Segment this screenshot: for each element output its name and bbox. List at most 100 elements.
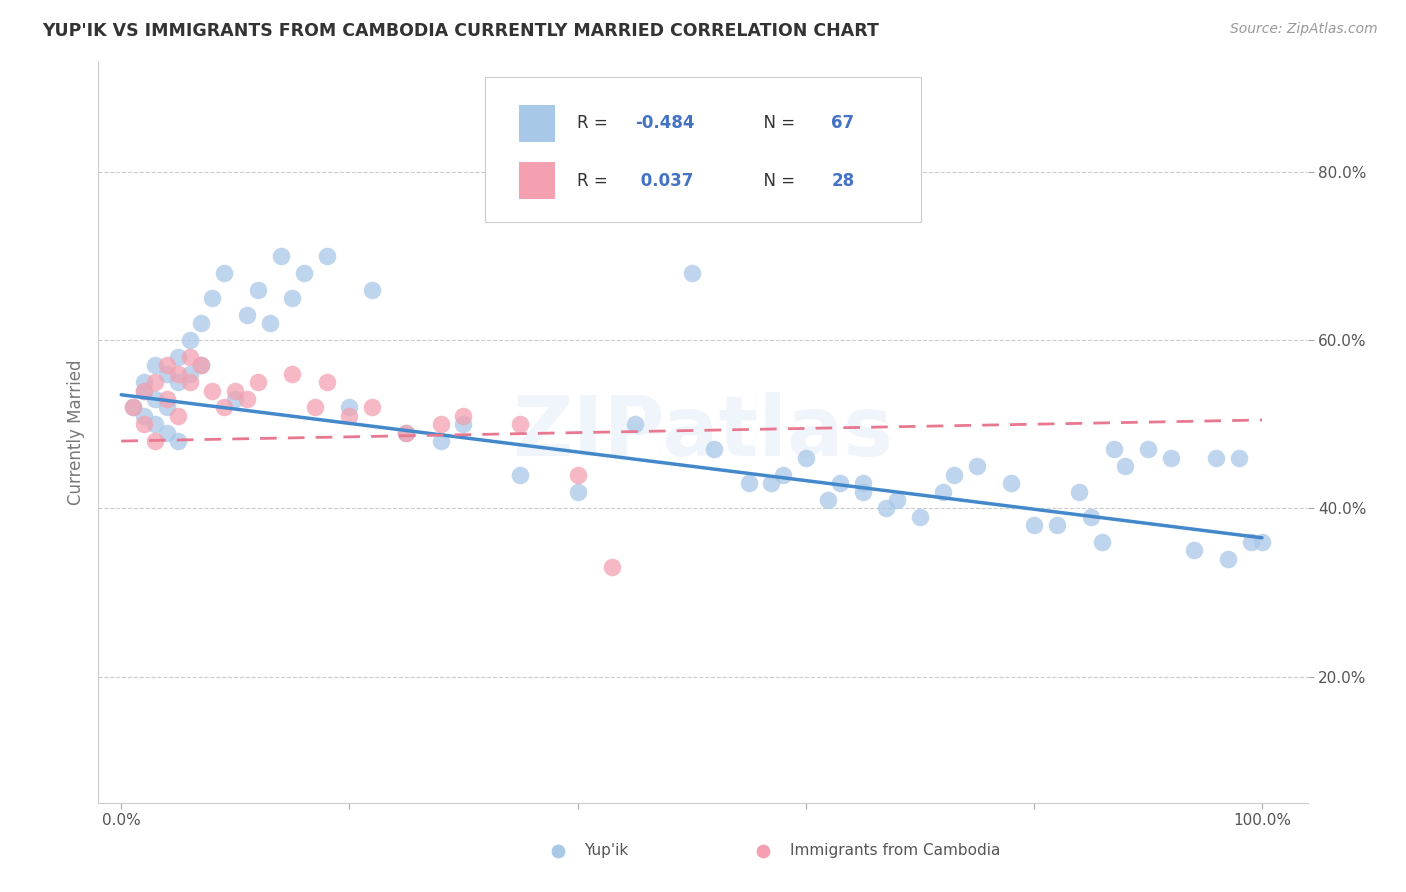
Point	[167, 367, 190, 381]
Point	[156, 425, 179, 440]
Point	[1114, 459, 1136, 474]
Point	[315, 249, 337, 263]
Point	[453, 417, 475, 432]
Point	[361, 283, 384, 297]
Point	[1216, 551, 1239, 566]
Point	[281, 367, 304, 381]
Point	[1022, 518, 1045, 533]
Point	[772, 467, 794, 482]
Point	[121, 401, 143, 415]
Text: R =: R =	[578, 172, 613, 190]
Point	[623, 417, 645, 432]
FancyBboxPatch shape	[485, 78, 921, 221]
Point	[145, 375, 167, 389]
Point	[509, 467, 531, 482]
Point	[235, 392, 257, 406]
Point	[794, 450, 817, 465]
Point	[315, 375, 337, 389]
Text: N =: N =	[752, 114, 800, 132]
Point	[875, 501, 897, 516]
Point	[509, 417, 531, 432]
Point	[145, 434, 167, 448]
Point	[132, 375, 155, 389]
Point	[179, 367, 201, 381]
Point	[212, 401, 235, 415]
Point	[942, 467, 965, 482]
Point	[361, 401, 384, 415]
Point	[429, 417, 451, 432]
Text: Source: ZipAtlas.com: Source: ZipAtlas.com	[1230, 22, 1378, 37]
Point	[908, 509, 931, 524]
Point	[852, 476, 875, 491]
Point	[156, 359, 179, 373]
Point	[703, 442, 725, 457]
Point	[931, 484, 953, 499]
Point	[395, 425, 418, 440]
Point	[817, 492, 839, 507]
Text: -0.484: -0.484	[636, 114, 695, 132]
Point	[1239, 535, 1261, 549]
Point	[190, 359, 212, 373]
Point	[247, 375, 270, 389]
Text: Yup'ik: Yup'ik	[585, 844, 628, 858]
Point	[600, 560, 623, 574]
Point	[852, 484, 875, 499]
Point	[886, 492, 908, 507]
Point	[681, 266, 703, 280]
Text: N =: N =	[752, 172, 800, 190]
Point	[1182, 543, 1205, 558]
FancyBboxPatch shape	[519, 104, 555, 142]
Point	[156, 367, 179, 381]
Point	[337, 401, 360, 415]
Point	[1251, 535, 1274, 549]
Point	[828, 476, 851, 491]
Point	[395, 425, 418, 440]
Point	[567, 484, 589, 499]
Point	[132, 409, 155, 423]
Point	[132, 417, 155, 432]
Point	[453, 409, 475, 423]
Point	[167, 350, 190, 364]
Text: Immigrants from Cambodia: Immigrants from Cambodia	[790, 844, 1001, 858]
Point	[145, 417, 167, 432]
Point	[1069, 484, 1091, 499]
Point	[270, 249, 292, 263]
Point	[201, 384, 224, 398]
Point	[259, 316, 281, 330]
Point	[121, 401, 143, 415]
Point	[1000, 476, 1022, 491]
Point	[761, 476, 783, 491]
Point	[1102, 442, 1125, 457]
Point	[966, 459, 988, 474]
Point	[190, 359, 212, 373]
Point	[167, 434, 190, 448]
Point	[132, 384, 155, 398]
Point	[179, 333, 201, 347]
Text: R =: R =	[578, 114, 613, 132]
Point	[1080, 509, 1102, 524]
Text: 67: 67	[831, 114, 855, 132]
Point	[247, 283, 270, 297]
Point	[156, 401, 179, 415]
Point	[567, 467, 589, 482]
Point	[1205, 450, 1227, 465]
Point	[1136, 442, 1159, 457]
Point	[1046, 518, 1069, 533]
Point	[1227, 450, 1250, 465]
FancyBboxPatch shape	[519, 162, 555, 200]
Point	[179, 350, 201, 364]
Y-axis label: Currently Married: Currently Married	[66, 359, 84, 506]
Point	[304, 401, 326, 415]
Point	[190, 316, 212, 330]
Point	[337, 409, 360, 423]
Point	[145, 392, 167, 406]
Point	[281, 291, 304, 305]
Text: 0.037: 0.037	[636, 172, 693, 190]
Point	[201, 291, 224, 305]
Text: 28: 28	[831, 172, 855, 190]
Point	[167, 375, 190, 389]
Point	[156, 392, 179, 406]
Point	[224, 392, 246, 406]
Text: YUP'IK VS IMMIGRANTS FROM CAMBODIA CURRENTLY MARRIED CORRELATION CHART: YUP'IK VS IMMIGRANTS FROM CAMBODIA CURRE…	[42, 22, 879, 40]
Point	[235, 308, 257, 322]
